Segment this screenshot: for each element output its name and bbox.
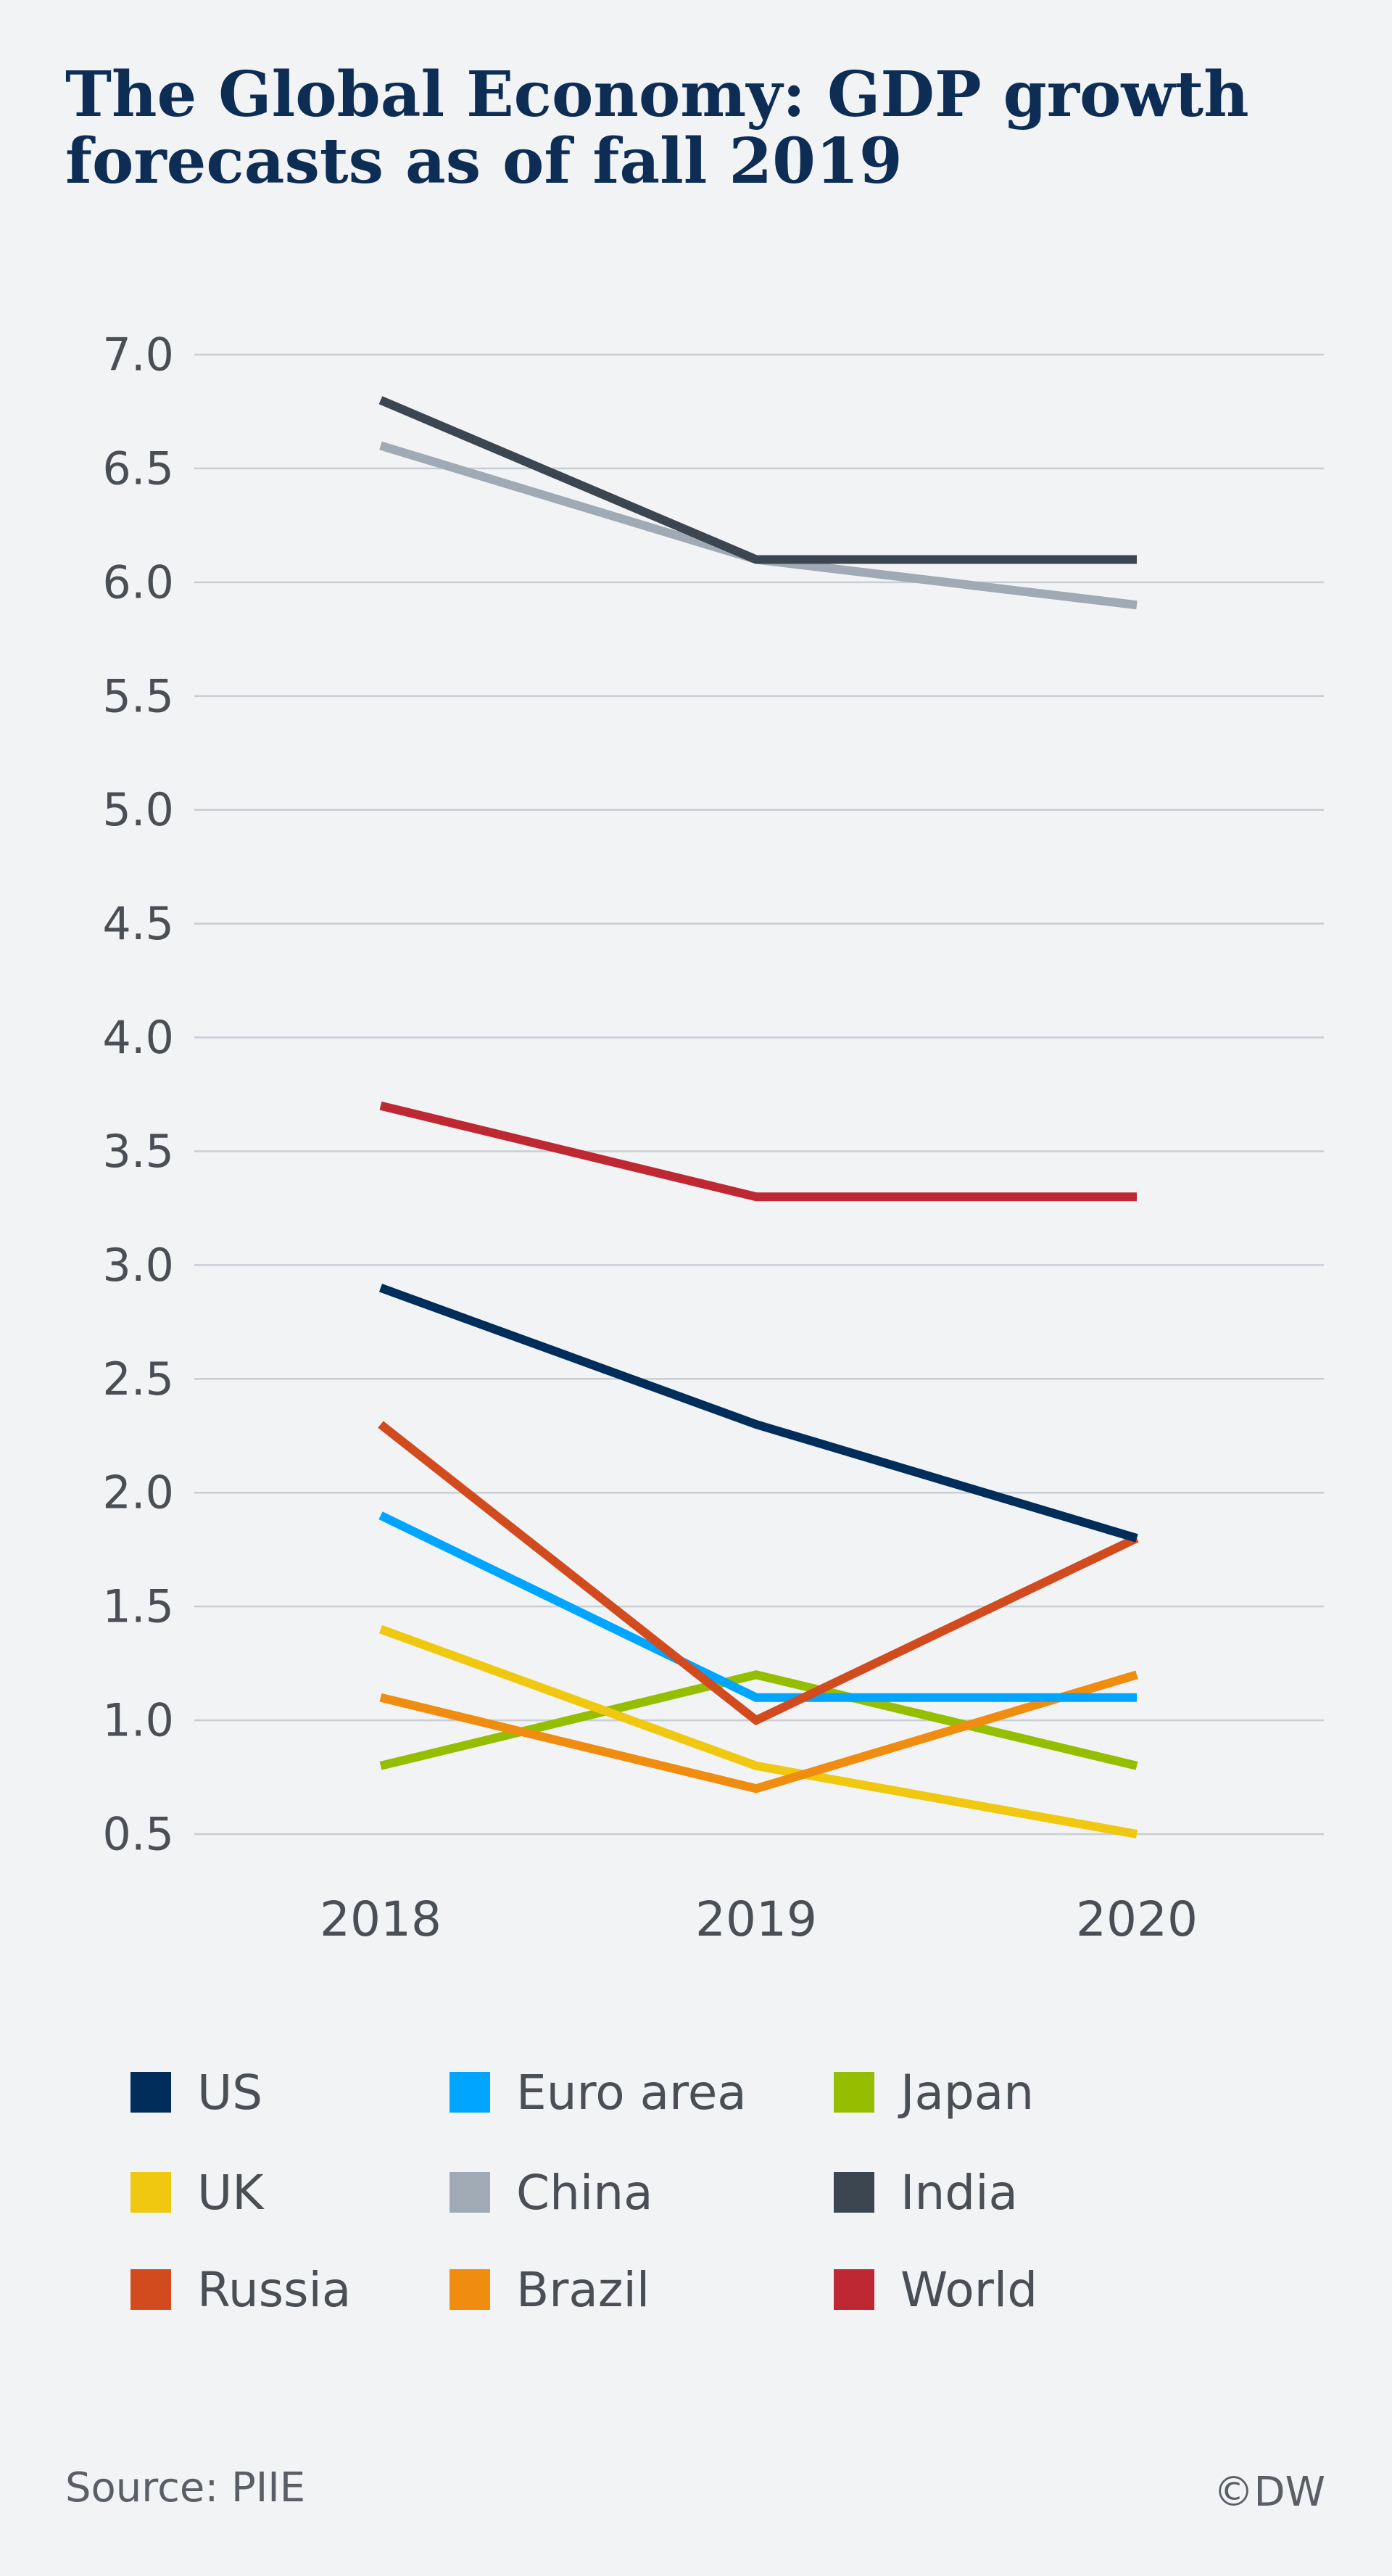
legend-item-china: China bbox=[450, 2160, 653, 2225]
legend-item-us: US bbox=[130, 2060, 262, 2125]
dw-credit: ©DW bbox=[1213, 2469, 1326, 2516]
legend-swatch bbox=[450, 2072, 490, 2113]
title-line-2: forecasts as of fall 2019 bbox=[65, 125, 903, 198]
series-line-russia bbox=[378, 1421, 1139, 1726]
legend-label: US bbox=[197, 2064, 263, 2121]
legend-label: Euro area bbox=[516, 2064, 747, 2121]
series-line-china bbox=[379, 441, 1138, 610]
x-tick-label: 2019 bbox=[695, 1891, 817, 1947]
y-tick-label: 7.0 bbox=[102, 329, 174, 381]
source-note: Source: PIIE bbox=[65, 2464, 306, 2511]
series-line-us bbox=[378, 1284, 1138, 1543]
y-tick-label: 2.5 bbox=[102, 1353, 174, 1405]
legend-item-world: World bbox=[834, 2257, 1037, 2322]
y-tick-label: 4.5 bbox=[102, 897, 174, 950]
y-tick-label: 6.5 bbox=[102, 442, 174, 495]
chart-title: The Global Economy: GDP growth forecasts… bbox=[65, 64, 1341, 197]
legend-item-uk: UK bbox=[130, 2160, 264, 2225]
y-tick-label: 3.5 bbox=[102, 1125, 174, 1178]
y-tick-label: 3.0 bbox=[102, 1239, 174, 1292]
y-tick-label: 5.5 bbox=[102, 669, 174, 722]
y-tick-label: 1.0 bbox=[102, 1694, 174, 1747]
legend-swatch bbox=[834, 2269, 874, 2310]
legend-item-brazil: Brazil bbox=[450, 2257, 650, 2322]
legend-swatch bbox=[130, 2269, 171, 2310]
y-tick-label: 0.5 bbox=[102, 1808, 174, 1861]
series-line-brazil bbox=[379, 1670, 1138, 1793]
legend-label: China bbox=[516, 2164, 653, 2221]
y-tick-label: 1.5 bbox=[102, 1580, 174, 1633]
y-tick-label: 4.0 bbox=[102, 1011, 174, 1064]
x-tick-label: 2018 bbox=[320, 1891, 442, 1947]
legend-swatch bbox=[130, 2172, 171, 2213]
y-tick-label: 2.0 bbox=[102, 1466, 174, 1519]
series-line-euro-area bbox=[378, 1511, 1137, 1702]
series-lines bbox=[378, 396, 1139, 1838]
legend-item-russia: Russia bbox=[130, 2257, 351, 2322]
legend-label: India bbox=[900, 2164, 1018, 2221]
legend-swatch bbox=[130, 2072, 171, 2113]
series-line-world bbox=[379, 1101, 1137, 1202]
series-line-uk bbox=[378, 1625, 1138, 1838]
title-line-1: The Global Economy: GDP growth bbox=[65, 58, 1249, 131]
legend-item-japan: Japan bbox=[834, 2060, 1034, 2125]
series-line-japan bbox=[379, 1670, 1138, 1770]
legend-label: Brazil bbox=[516, 2261, 650, 2318]
x-tick-label: 2020 bbox=[1076, 1891, 1198, 1947]
gridlines bbox=[194, 353, 1324, 1836]
legend-swatch bbox=[450, 2172, 490, 2213]
chart-legend: US Euro area Japan UK China India Russia Brazil… bbox=[130, 2060, 1218, 2364]
series-line-india bbox=[378, 396, 1137, 564]
line-chart: 7.0 6.5 6.0 5.5 5.0 4.5 4.0 3.5 3.0 2.5 2.0 1.5 1.0 0… bbox=[102, 329, 1324, 1947]
legend-label: World bbox=[900, 2261, 1038, 2318]
y-tick-label: 6.0 bbox=[102, 556, 174, 608]
legend-label: Japan bbox=[900, 2064, 1035, 2121]
x-axis-ticks: 2018 2019 2020 bbox=[320, 1891, 1198, 1947]
y-tick-label: 5.0 bbox=[102, 783, 174, 836]
legend-swatch bbox=[834, 2172, 874, 2213]
y-axis-ticks: 7.0 6.5 6.0 5.5 5.0 4.5 4.0 3.5 3.0 2.5 2.0 1.5 1.0 0… bbox=[102, 329, 174, 1861]
legend-label: Russia bbox=[197, 2261, 352, 2318]
legend-swatch bbox=[834, 2072, 874, 2113]
legend-label: UK bbox=[197, 2164, 264, 2221]
legend-item-india: India bbox=[834, 2160, 1018, 2225]
legend-swatch bbox=[450, 2269, 490, 2310]
legend-item-euro-area: Euro area bbox=[450, 2060, 747, 2125]
